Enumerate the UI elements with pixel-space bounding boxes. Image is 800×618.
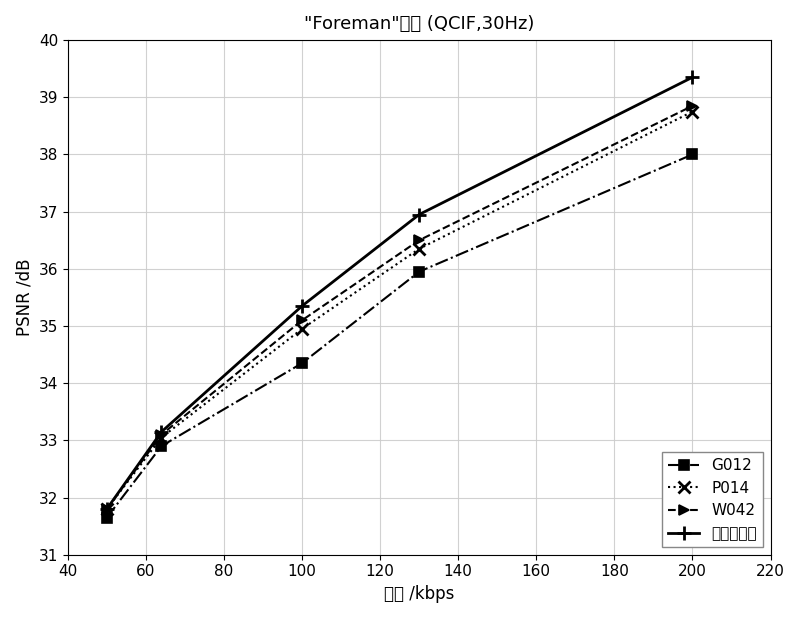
- W042: [157, 431, 166, 438]
- P014: [688, 108, 698, 116]
- W042: [414, 237, 424, 244]
- W042: [298, 316, 307, 324]
- G012: [298, 360, 307, 367]
- P014: [157, 434, 166, 441]
- G012: [688, 151, 698, 158]
- 本发明算法: [157, 428, 166, 436]
- P014: [102, 506, 112, 513]
- G012: [157, 442, 166, 450]
- W042: [102, 506, 112, 513]
- 本发明算法: [102, 506, 112, 513]
- W042: [688, 102, 698, 109]
- Line: G012: G012: [102, 150, 698, 522]
- G012: [414, 268, 424, 276]
- Title: "Foreman"序列 (QCIF,30Hz): "Foreman"序列 (QCIF,30Hz): [304, 15, 534, 33]
- Line: P014: P014: [102, 106, 698, 515]
- Legend: G012, P014, W042, 本发明算法: G012, P014, W042, 本发明算法: [662, 452, 763, 547]
- X-axis label: 码率 /kbps: 码率 /kbps: [384, 585, 454, 603]
- 本发明算法: [414, 211, 424, 218]
- G012: [102, 514, 112, 521]
- Line: 本发明算法: 本发明算法: [100, 70, 699, 516]
- 本发明算法: [298, 302, 307, 310]
- P014: [298, 325, 307, 332]
- 本发明算法: [688, 74, 698, 81]
- Y-axis label: PSNR /dB: PSNR /dB: [15, 259, 33, 336]
- Line: W042: W042: [102, 101, 698, 514]
- P014: [414, 245, 424, 253]
